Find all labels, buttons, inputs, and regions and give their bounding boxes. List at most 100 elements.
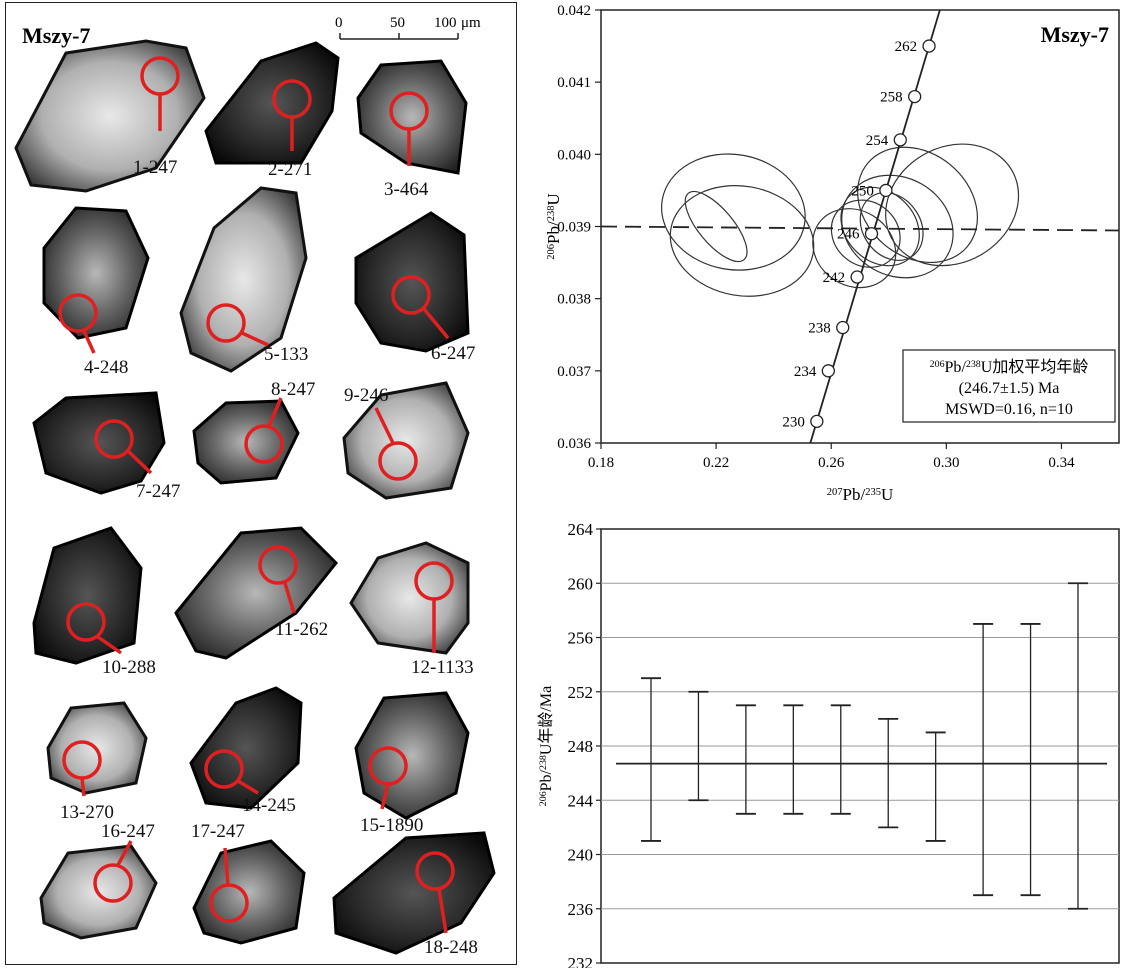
- y-tick-label: 248: [568, 737, 594, 756]
- grain-label-15: 15-1890: [360, 815, 423, 836]
- weighted-mean-line: [600, 225, 1120, 232]
- grain-label-7: 7-247: [136, 481, 180, 502]
- concordia-age-label: 238: [808, 321, 831, 337]
- legend-box: [902, 349, 1116, 423]
- grain-14: [189, 686, 303, 810]
- grain-3: [356, 59, 468, 175]
- concordia-age-label: 246: [837, 227, 860, 243]
- grain-18: [332, 831, 496, 955]
- spot-5: [206, 303, 246, 343]
- concordia-age-marker: [821, 364, 835, 378]
- error-ellipse: [857, 146, 979, 264]
- grain-15: [354, 691, 470, 820]
- concordia-age-marker: [850, 270, 864, 284]
- grain-17: [192, 839, 306, 945]
- y-tick-label: 236: [568, 900, 594, 919]
- concordia-age-label: 234: [794, 364, 817, 380]
- y-tick-label: 0.038: [557, 292, 591, 308]
- grain-label-18: 18-248: [424, 937, 478, 958]
- cl-image-canvas: Mszy-7 0 50 100 μm: [14, 15, 496, 958]
- spot-10: [66, 602, 106, 642]
- grain-label-16: 16-247: [101, 821, 155, 842]
- concordia-age-marker: [836, 320, 850, 335]
- spot-16: [93, 863, 133, 903]
- grain-label-17: 17-247: [191, 821, 245, 842]
- grain-label-9: 9-246: [344, 385, 388, 406]
- error-ellipse: [841, 174, 954, 279]
- y-tick-label: 0.037: [557, 364, 591, 380]
- grain-label-1: 1-247: [133, 157, 177, 178]
- grain-label-8: 8-247: [271, 379, 315, 400]
- y-tick-label: 0.040: [557, 147, 591, 163]
- grain-label-10: 10-288: [102, 657, 156, 678]
- x-axis-label: 207Pb/235U: [827, 485, 894, 504]
- concordia-age-marker: [893, 133, 907, 147]
- y-axis-label: 206Pb/238U: [544, 193, 563, 260]
- spot-11: [258, 545, 298, 585]
- concordia-age-marker: [879, 183, 893, 198]
- scale-unit: μm: [461, 15, 481, 31]
- analysis-spots: [58, 56, 455, 934]
- concordia-age-marker: [908, 89, 922, 104]
- x-tick-label: 0.18: [588, 455, 614, 471]
- legend-line-1: 206Pb/238U加权平均年龄: [930, 358, 1089, 376]
- concordia-age-label: 242: [823, 270, 846, 286]
- error-ellipse: [885, 143, 1020, 267]
- grain-4: [42, 206, 150, 340]
- grain-label-11: 11-262: [275, 619, 328, 640]
- grain-10: [32, 526, 143, 665]
- grain-2: [204, 41, 340, 165]
- concordia-age-label: 254: [866, 133, 889, 149]
- grain-label-14: 14-245: [242, 795, 296, 816]
- error-ellipse: [812, 208, 897, 289]
- scale-bar: 0 50 100 μm: [335, 15, 481, 40]
- sample-label: Mszy-7: [22, 23, 90, 48]
- y-tick-label: 264: [568, 520, 594, 539]
- spot-8: [244, 424, 284, 464]
- spot-9: [378, 441, 418, 481]
- grain-label-3: 3-464: [384, 179, 429, 200]
- spot-4: [58, 293, 98, 333]
- concordia-age-label: 258: [880, 90, 903, 106]
- spot-14: [204, 749, 244, 789]
- scale-tick-50: 50: [390, 15, 405, 31]
- spot-18: [415, 851, 455, 891]
- y-tick-label: 256: [568, 629, 594, 648]
- concordia-age-marker: [810, 414, 824, 429]
- concordia-age-label: 262: [895, 39, 918, 55]
- grain-label-2: 2-271: [268, 159, 312, 180]
- y-tick-label: 0.036: [557, 436, 591, 452]
- grain-label-5: 5-133: [264, 344, 308, 365]
- grain-label-6: 6-247: [431, 343, 475, 364]
- error-ellipse: [684, 190, 748, 263]
- zircon-grains: [14, 39, 496, 955]
- x-tick-label: 0.22: [703, 455, 729, 471]
- error-ellipse: [661, 153, 806, 271]
- y-tick-label: 260: [568, 574, 594, 593]
- error-ellipse: [859, 192, 924, 261]
- chart-title: Mszy-7: [1041, 22, 1109, 47]
- x-tick-label: 0.30: [933, 455, 959, 471]
- y-tick-label: 244: [568, 791, 594, 810]
- concordia-age-label: 230: [782, 414, 805, 430]
- y-tick-label: 0.039: [557, 220, 591, 236]
- concordia-age-label: 250: [851, 183, 874, 199]
- spot-7: [94, 419, 134, 459]
- y-tick-label: 0.041: [557, 75, 591, 91]
- y-tick-label: 232: [568, 954, 594, 968]
- concordia-diagram: 0.18 0.22 0.26 0.30 0.34 0.036 0.037 0.038 0.039…: [544, 3, 1120, 504]
- grain-12: [349, 541, 470, 655]
- cl-image-panel: Mszy-7 0 50 100 μm: [5, 2, 517, 965]
- y-tick-label: 0.042: [557, 3, 591, 19]
- scale-tick-100: 100: [434, 15, 457, 31]
- y-tick-label: 252: [568, 683, 594, 702]
- grain-5: [179, 186, 308, 373]
- grain-9: [342, 381, 470, 500]
- concordia-age-marker: [922, 39, 936, 53]
- grain-label-4: 4-248: [84, 357, 128, 378]
- grain-labels: 1-247 2-271 3-464 4-248 5-133 6-247 7-24…: [60, 157, 478, 958]
- y-axis-label: 206Pb/238U年龄/Ma: [537, 686, 555, 806]
- legend-line-3: MSWD=0.16, n=10: [945, 401, 1073, 418]
- y-tick-label: 240: [568, 846, 594, 865]
- spot-17: [209, 883, 249, 923]
